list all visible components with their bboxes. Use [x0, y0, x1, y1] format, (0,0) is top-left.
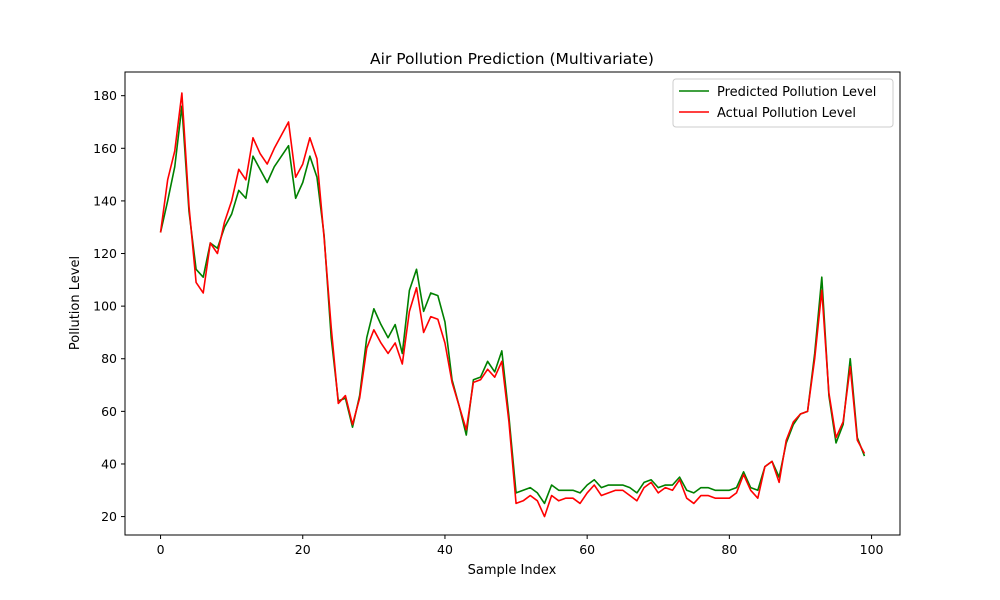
chart-title: Air Pollution Prediction (Multivariate): [370, 50, 654, 68]
x-tick-label: 20: [295, 542, 311, 557]
y-tick-label: 180: [93, 88, 117, 103]
x-tick-label: 40: [437, 542, 453, 557]
y-tick-label: 100: [93, 299, 117, 314]
y-tick-label: 80: [101, 351, 117, 366]
legend-label-predicted: Predicted Pollution Level: [717, 85, 876, 100]
series-line-predicted: [159, 105, 866, 505]
y-tick-label: 140: [93, 193, 117, 208]
y-axis: 20 40 60 80 100 120 140 160 180: [93, 88, 125, 524]
y-tick-label: 160: [93, 141, 117, 156]
x-axis-label: Sample Index: [468, 563, 557, 578]
legend-box: [672, 78, 894, 128]
x-tick-label: 0: [157, 542, 165, 557]
series-line-actual: [159, 92, 866, 518]
y-tick-label: 60: [101, 404, 117, 419]
legend-label-actual: Actual Pollution Level: [717, 106, 856, 121]
x-tick-label: 60: [579, 542, 595, 557]
y-tick-label: 120: [93, 246, 117, 261]
plot-area: [124, 71, 901, 536]
y-tick-label: 40: [101, 456, 117, 471]
x-tick-label: 80: [721, 542, 737, 557]
legend: Predicted Pollution Level Actual Polluti…: [672, 78, 894, 128]
series-lines: [159, 92, 866, 518]
x-axis: 0 20 40 60 80 100: [157, 535, 884, 557]
y-tick-label: 20: [101, 509, 117, 524]
y-axis-label: Pollution Level: [68, 256, 83, 350]
x-tick-label: 100: [860, 542, 884, 557]
